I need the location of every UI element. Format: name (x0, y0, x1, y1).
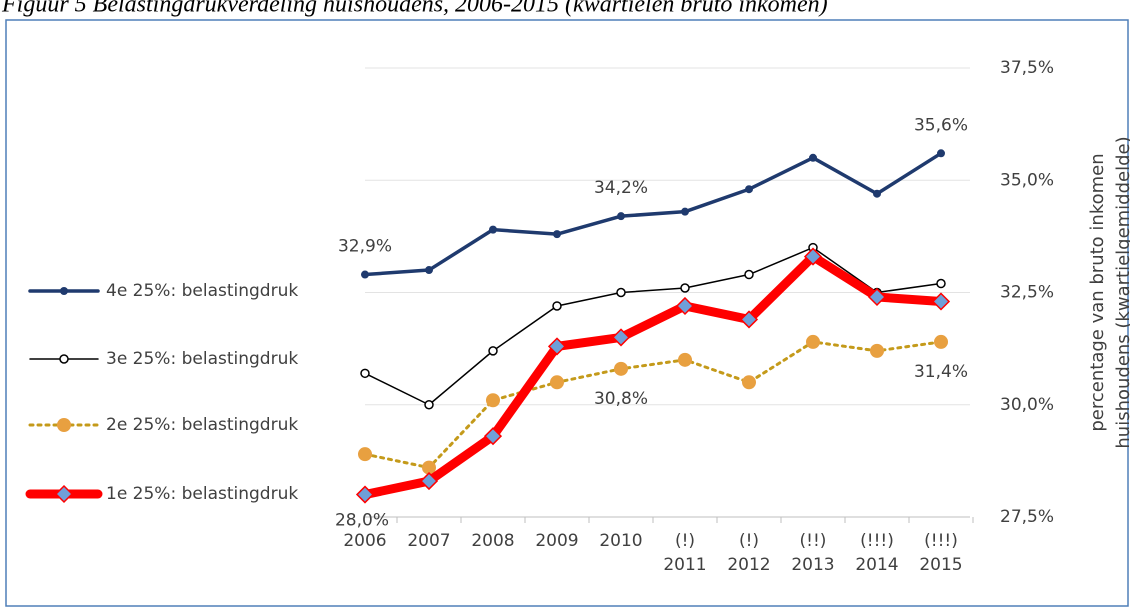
data-point (931, 292, 951, 311)
data-point (360, 368, 370, 379)
data-point (489, 225, 497, 234)
data-point (355, 485, 375, 504)
data-point (936, 278, 946, 289)
x-tick-label: 2007 (407, 531, 451, 551)
data-point (937, 149, 945, 158)
series-line (360, 252, 946, 500)
x-tick-label: (!) 2011 (663, 531, 707, 575)
y-tick-label: 27,5% (1000, 507, 1054, 527)
data-point (809, 153, 817, 162)
data-point (553, 230, 561, 239)
data-label: 28,0% (335, 511, 389, 531)
data-point (744, 269, 754, 280)
x-tick-label: 2010 (599, 531, 643, 551)
data-label: 30,8% (594, 389, 648, 409)
data-point (611, 328, 631, 347)
x-tick-label: (!!!) 2015 (919, 531, 963, 575)
data-label: 34,2% (594, 178, 648, 198)
y-tick-label: 30,0% (1000, 395, 1054, 415)
x-tick-label: 2009 (535, 531, 579, 551)
data-point (934, 334, 948, 349)
data-point (739, 310, 759, 329)
data-point (678, 352, 692, 367)
data-point (867, 287, 887, 307)
y-tick-label: 35,0% (1000, 170, 1054, 190)
data-point (552, 301, 562, 311)
x-tick-label: (!) 2012 (727, 531, 771, 575)
chart-title: Figuur 5 Belastingdrukverdeling huishoud… (1, 0, 828, 18)
data-point (547, 337, 567, 356)
data-point (803, 247, 823, 266)
x-tick-label: (!!) 2013 (791, 531, 835, 575)
legend-label: 4e 25%: belastingdruk (106, 281, 298, 301)
data-point (680, 283, 690, 293)
data-point (419, 472, 439, 491)
data-point (742, 375, 756, 390)
series-line (363, 151, 943, 277)
data-point (873, 189, 881, 198)
y-axis-label-line: huishoudens (kwartielgemiddelde) (1113, 136, 1130, 448)
x-tick-label: 2008 (471, 531, 515, 551)
frame (5, 19, 1129, 607)
data-point (806, 334, 820, 349)
series-line (364, 246, 942, 406)
legend-label: 2e 25%: belastingdruk (106, 415, 298, 435)
legend-marker (54, 484, 74, 504)
data-label: 31,4% (914, 362, 968, 382)
data-point (425, 266, 433, 275)
data-point (486, 393, 500, 408)
data-point (361, 270, 369, 279)
data-point (358, 447, 372, 462)
y-tick-label: 37,5% (1000, 58, 1054, 78)
data-point (617, 212, 625, 221)
data-point (422, 460, 436, 475)
legend-label: 3e 25%: belastingdruk (106, 349, 298, 369)
data-label: 35,6% (914, 115, 968, 135)
x-tick-label: (!!!) 2014 (855, 531, 899, 575)
legend-marker (60, 287, 68, 295)
legend-marker (57, 418, 71, 432)
data-label: 32,9% (338, 237, 392, 257)
x-tick-label: 2006 (343, 531, 387, 551)
y-tick-label: 32,5% (1000, 283, 1054, 303)
y-axis-label-line: percentage van bruto inkomen (1087, 153, 1108, 431)
data-point (550, 375, 564, 390)
data-point (675, 296, 695, 316)
data-point (870, 343, 884, 358)
data-point (424, 400, 434, 410)
legend-marker (59, 354, 69, 364)
y-axis-label: percentage van bruto inkomen huishoudens … (1087, 136, 1130, 448)
data-point (483, 427, 503, 446)
series-line (363, 340, 943, 470)
data-point (616, 287, 626, 298)
data-point (488, 346, 498, 356)
legend-label: 1e 25%: belastingdruk (106, 484, 298, 504)
data-point (745, 185, 753, 194)
data-point (614, 361, 628, 376)
data-point (681, 207, 689, 216)
